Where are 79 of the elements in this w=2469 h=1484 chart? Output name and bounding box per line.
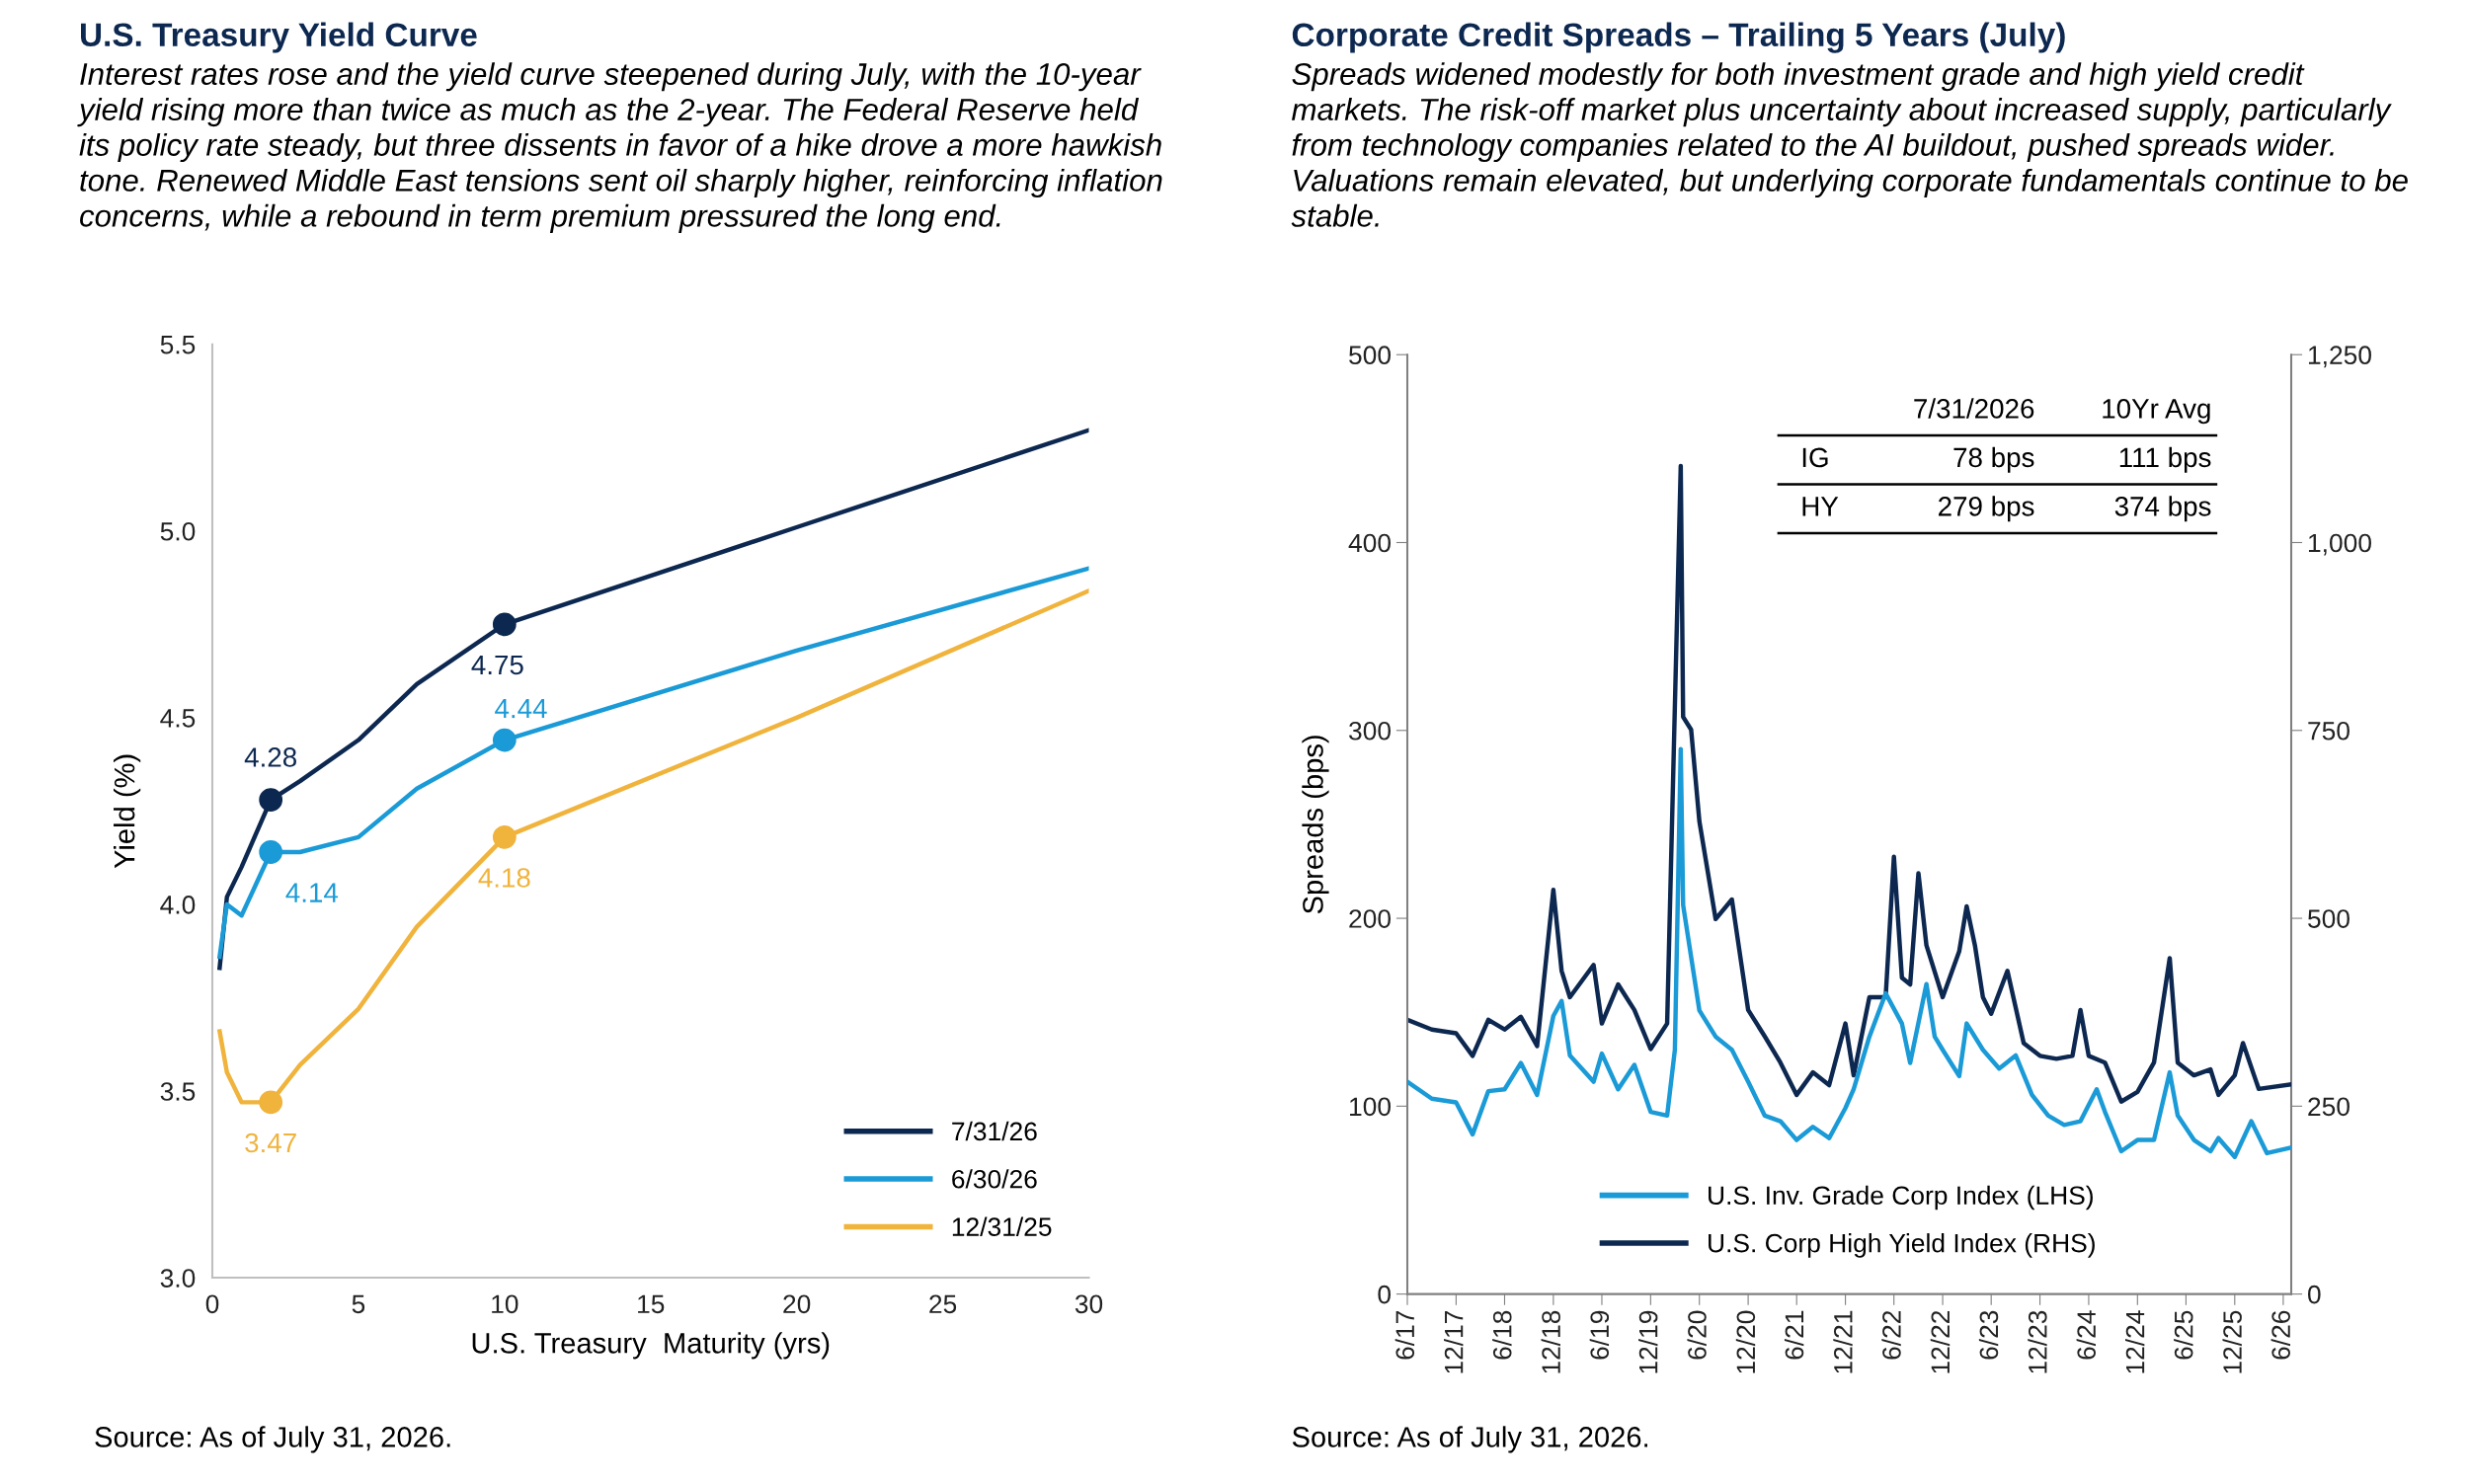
chart-subtitle: Interest rates rose and the yield curve steepened during July, with the 10-year yield rising more than twice as much as the 2-year. The Federal Reserve held its policy rate steady, but three dissents in favor of a hike drove a more hawkish tone. Renewed Middle East tensions sent oil sharply higher, reinforcing inflation concerns, while a rebound in term premium pressured the long end.: [77, 62, 1162, 233]
y2-tick-label: 1,000: [2308, 533, 2371, 556]
x-tick-label: 6/25: [2174, 1310, 2193, 1360]
line-series: [217, 428, 1089, 971]
x-tick-label: 6/18: [1492, 1310, 1512, 1360]
point: [259, 1090, 283, 1115]
annotation: 78 bps: [1953, 446, 2034, 473]
point: [492, 612, 517, 637]
x-tick-label: 0: [205, 1294, 219, 1314]
y-tick-label: 4.5: [160, 709, 196, 728]
y2-tick-label: 750: [2308, 721, 2350, 741]
x-tick-label: 6/17: [1394, 1310, 1415, 1360]
source-note: Source: As of July 31, 2026.: [95, 1426, 450, 1453]
x-axis-title: U.S. Treasury Maturity (yrs): [472, 1332, 830, 1360]
y-tick-label: 300: [1349, 721, 1391, 741]
x-tick-label: 12/18: [1541, 1310, 1560, 1373]
source-note: Source: As of July 31, 2026.: [1292, 1426, 1648, 1453]
x-tick-label: 15: [638, 1294, 665, 1314]
legend-label: U.S. Inv. Grade Corp Index (LHS): [1709, 1185, 2093, 1211]
x-tick-label: 12/23: [2028, 1310, 2047, 1373]
x-tick-label: 12/24: [2125, 1310, 2145, 1373]
annotation: HY: [1802, 497, 1839, 516]
data-label: 4.14: [285, 883, 339, 902]
y-tick-label: 400: [1348, 533, 1391, 553]
data-label: 4.44: [495, 699, 547, 719]
point: [259, 840, 283, 864]
y-axis-title: Yield (%): [114, 754, 141, 869]
x-tick-label: 12/19: [1638, 1310, 1658, 1373]
annotation: 374 bps: [2114, 496, 2211, 522]
y-tick-label: 4.0: [160, 896, 196, 914]
x-tick-label: 6/22: [1881, 1310, 1901, 1360]
y-tick-label: 5.5: [160, 336, 196, 354]
x-tick-label: 6/21: [1784, 1310, 1804, 1360]
x-tick-label: 6/26: [2270, 1310, 2290, 1360]
point: [492, 728, 517, 752]
y-tick-label: 5.0: [160, 521, 196, 541]
y-tick-label: 3.0: [160, 1269, 196, 1288]
y-tick-label: 3.5: [160, 1082, 196, 1101]
x-tick-label: 12/25: [2222, 1310, 2242, 1373]
legend-label: U.S. Corp High Yield Index (RHS): [1709, 1233, 2095, 1258]
line-series: [1407, 746, 2291, 1159]
x-tick-label: 6/23: [1978, 1310, 1999, 1360]
annotation: 7/31/2026: [1914, 398, 2034, 419]
y2-tick-label: 250: [2308, 1097, 2350, 1117]
x-tick-label: 10: [492, 1294, 518, 1314]
annotation: IG: [1802, 447, 1828, 468]
annotation: 279 bps: [1939, 496, 2034, 522]
x-tick-label: 12/22: [1930, 1310, 1951, 1373]
chart-subtitle: Spreads widened modestly for both investment grade and high yield credit markets. The risk-off market plus uncertainty about increased supply, particularly from technology companies related to the AI buildout, pushed spreads wider. Valuations remain elevated, but underlying corporate fundamentals continue to be stable.: [1291, 62, 2408, 227]
y-tick-label: 200: [1349, 909, 1391, 928]
x-tick-label: 25: [929, 1294, 957, 1314]
data-label: 4.18: [478, 868, 530, 888]
y2-tick-label: 500: [2308, 909, 2350, 928]
x-tick-label: 6/20: [1687, 1310, 1707, 1360]
x-tick-label: 12/21: [1833, 1310, 1853, 1373]
x-tick-label: 6/19: [1589, 1310, 1610, 1360]
x-tick-label: 6/24: [2076, 1310, 2097, 1360]
legend-label: 7/31/26: [952, 1121, 1037, 1141]
line-series: [217, 566, 1089, 960]
chart-title: U.S. Treasury Yield Curve: [81, 22, 477, 53]
x-tick-label: 12/20: [1735, 1310, 1756, 1373]
legend-label: 12/31/25: [952, 1216, 1052, 1236]
y-tick-label: 100: [1350, 1097, 1391, 1117]
annotation: 111 bps: [2119, 446, 2211, 473]
x-tick-label: 12/17: [1444, 1310, 1464, 1373]
chart-title: Corporate Credit Spreads – Trailing 5 Years (July): [1292, 22, 2065, 53]
data-label: 3.47: [245, 1133, 296, 1153]
x-tick-label: 5: [352, 1294, 365, 1314]
point: [492, 824, 517, 849]
y-tick-label: 500: [1349, 346, 1391, 365]
data-label: 4.75: [471, 655, 523, 675]
x-tick-label: 20: [783, 1294, 811, 1314]
point: [259, 788, 283, 812]
data-label: 4.28: [244, 747, 296, 767]
y-axis-title: Spreads (bps): [1302, 736, 1329, 914]
y2-tick-label: 1,250: [2308, 346, 2371, 368]
legend-label: 6/30/26: [952, 1169, 1037, 1189]
annotation: 10Yr Avg: [2103, 399, 2210, 425]
x-tick-label: 30: [1075, 1294, 1103, 1314]
